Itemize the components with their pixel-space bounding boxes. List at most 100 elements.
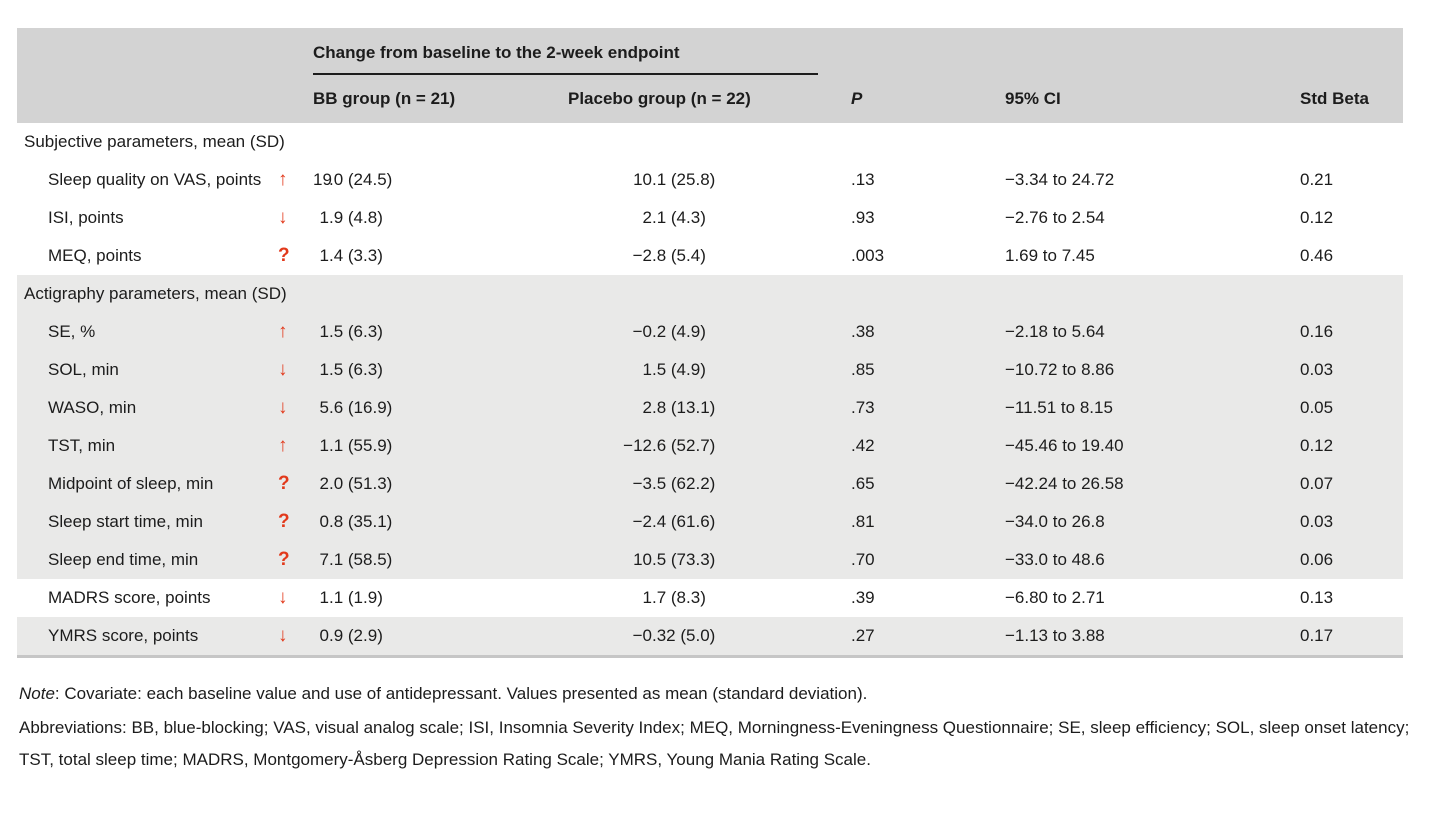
spacer-cell: [838, 42, 1005, 75]
trend-down-icon: ↓: [278, 359, 288, 380]
trend-cell: ↓: [270, 199, 305, 237]
std-beta-value: 0.13: [1300, 588, 1334, 607]
integer-part: 1: [319, 208, 329, 227]
table-body: Subjective parameters, mean (SD) Sleep qu…: [17, 123, 1403, 655]
trend-up-icon: ↑: [278, 435, 288, 456]
std-beta-value: 0.46: [1300, 246, 1334, 265]
results-table: Change from baseline to the 2-week endpo…: [17, 28, 1403, 658]
std-beta-value: 0.06: [1300, 550, 1334, 569]
parameter-label: ISI, points: [48, 208, 124, 227]
p-value: .42: [851, 436, 875, 455]
integer-part: 1: [642, 360, 652, 379]
ci-value: 1.69 to 7.45: [1005, 246, 1095, 265]
placebo-group-value: −2.4 (61.6): [560, 503, 838, 541]
fraction-part: .32 (5.0): [652, 626, 716, 645]
spacer-cell: [17, 42, 270, 75]
fraction-part: .2 (4.9): [652, 322, 706, 341]
p-value: .70: [851, 550, 875, 569]
trend-cell: ↓: [270, 351, 305, 389]
table-row: MEQ, points? 1.4 (3.3) −2.8 (5.4) .003 1.69 …: [17, 237, 1403, 275]
trend-up-icon: ↑: [278, 169, 288, 190]
spanner-cell: Change from baseline to the 2-week endpo…: [305, 42, 838, 75]
trend-up-icon: ↑: [278, 321, 288, 342]
table-row: MADRS score, points ↓ 1.1 (1.9) 1.7 (8.3) .3…: [17, 579, 1403, 617]
integer-part: 2: [642, 208, 652, 227]
integer-part: −0: [632, 322, 652, 341]
ci-value: −11.51 to 8.15: [1005, 398, 1113, 417]
std-beta-value: 0.03: [1300, 360, 1334, 379]
fraction-part: .1 (55.9): [329, 436, 393, 455]
fraction-part: .8 (5.4): [652, 246, 706, 265]
spacer-cell: [1005, 42, 1295, 75]
fraction-part: .1 (1.9): [329, 588, 383, 607]
trend-cell: ↓: [270, 579, 305, 617]
parameter-label: Sleep end time, min: [48, 550, 199, 569]
section-label: Actigraphy parameters, mean (SD): [24, 284, 287, 303]
note-text: : Covariate: each baseline value and use…: [54, 684, 868, 703]
integer-part: −2: [632, 512, 652, 531]
trend-down-icon: ↓: [278, 587, 288, 608]
fraction-part: .1 (25.8): [652, 170, 716, 189]
integer-part: 1: [319, 322, 329, 341]
bb-group-value: 1.5 (6.3): [305, 313, 560, 351]
integer-part: 2: [642, 398, 652, 417]
spacer-cell: [270, 110, 305, 123]
fraction-part: .5 (6.3): [329, 360, 383, 379]
parameter-label: MEQ, points: [48, 246, 142, 265]
table-note: Note: Covariate: each baseline value and…: [19, 678, 1411, 710]
trend-cell: ?: [270, 237, 305, 275]
trend-cell: ?: [270, 541, 305, 579]
ci-value: −34.0 to 26.8: [1005, 512, 1105, 531]
integer-part: −3: [632, 474, 652, 493]
placebo-group-value: 10.5 (73.3): [560, 541, 838, 579]
column-header-bb-group: BB group (n = 21): [313, 89, 456, 108]
std-beta-value: 0.07: [1300, 474, 1334, 493]
fraction-part: .8 (35.1): [329, 512, 393, 531]
integer-part: 2: [319, 474, 329, 493]
parameter-label: Sleep start time, min: [48, 512, 203, 531]
parameter-label: MADRS score, points: [48, 588, 211, 607]
parameter-label: SE, %: [48, 322, 96, 341]
table-row: WASO, min ↓ 5.6 (16.9) 2.8 (13.1) .73 −11.51 …: [17, 389, 1403, 427]
bb-group-value: 2.0 (51.3): [305, 465, 560, 503]
bb-group-value: 1.4 (3.3): [305, 237, 560, 275]
parameter-label: TST, min: [48, 436, 116, 455]
fraction-part: .4 (3.3): [329, 246, 383, 265]
p-value: .81: [851, 512, 875, 531]
section-label: Subjective parameters, mean (SD): [24, 132, 285, 151]
std-beta-value: 0.21: [1300, 170, 1334, 189]
trend-cell: ↑: [270, 313, 305, 351]
integer-part: 7: [319, 550, 329, 569]
fraction-part: .6 (52.7): [652, 436, 716, 455]
ci-value: −10.72 to 8.86: [1005, 360, 1115, 379]
ci-value: −45.46 to 19.40: [1005, 436, 1124, 455]
integer-part: 1: [319, 588, 329, 607]
section-header-row: Subjective parameters, mean (SD): [17, 123, 1403, 161]
spacer-cell: [270, 42, 305, 75]
bb-group-value: 1.1 (1.9): [305, 579, 560, 617]
integer-part: −0: [632, 626, 652, 645]
column-header-95-ci: 95% CI: [1005, 89, 1061, 108]
section-header-row: Actigraphy parameters, mean (SD): [17, 275, 1403, 313]
std-beta-value: 0.16: [1300, 322, 1334, 341]
std-beta-value: 0.05: [1300, 398, 1334, 417]
fraction-part: .5 (6.3): [329, 322, 383, 341]
trend-down-icon: ↓: [278, 207, 288, 228]
parameter-label: YMRS score, points: [48, 626, 199, 645]
trend-down-icon: ↓: [278, 625, 288, 646]
fraction-part: .1 (4.3): [652, 208, 706, 227]
column-header-p-value: P: [851, 89, 863, 108]
table-footnotes: Note: Covariate: each baseline value and…: [19, 678, 1411, 776]
table-row: Sleep quality on VAS, points ↑ 19.0 (24.5)…: [17, 161, 1403, 199]
column-header-std-beta: Std Beta: [1300, 89, 1369, 108]
p-value: .003: [851, 246, 885, 265]
note-prefix: Note: [19, 684, 55, 703]
std-beta-value: 0.17: [1300, 626, 1334, 645]
placebo-group-value: 1.5 (4.9): [560, 351, 838, 389]
std-beta-value: 0.12: [1300, 208, 1334, 227]
trend-down-icon: ↓: [278, 397, 288, 418]
table-row: SOL, min ↓ 1.5 (6.3) 1.5 (4.9) .85 −10.72 to …: [17, 351, 1403, 389]
ci-value: −3.34 to 24.72: [1005, 170, 1115, 189]
integer-part: 0: [319, 512, 329, 531]
integer-part: 1: [319, 436, 329, 455]
